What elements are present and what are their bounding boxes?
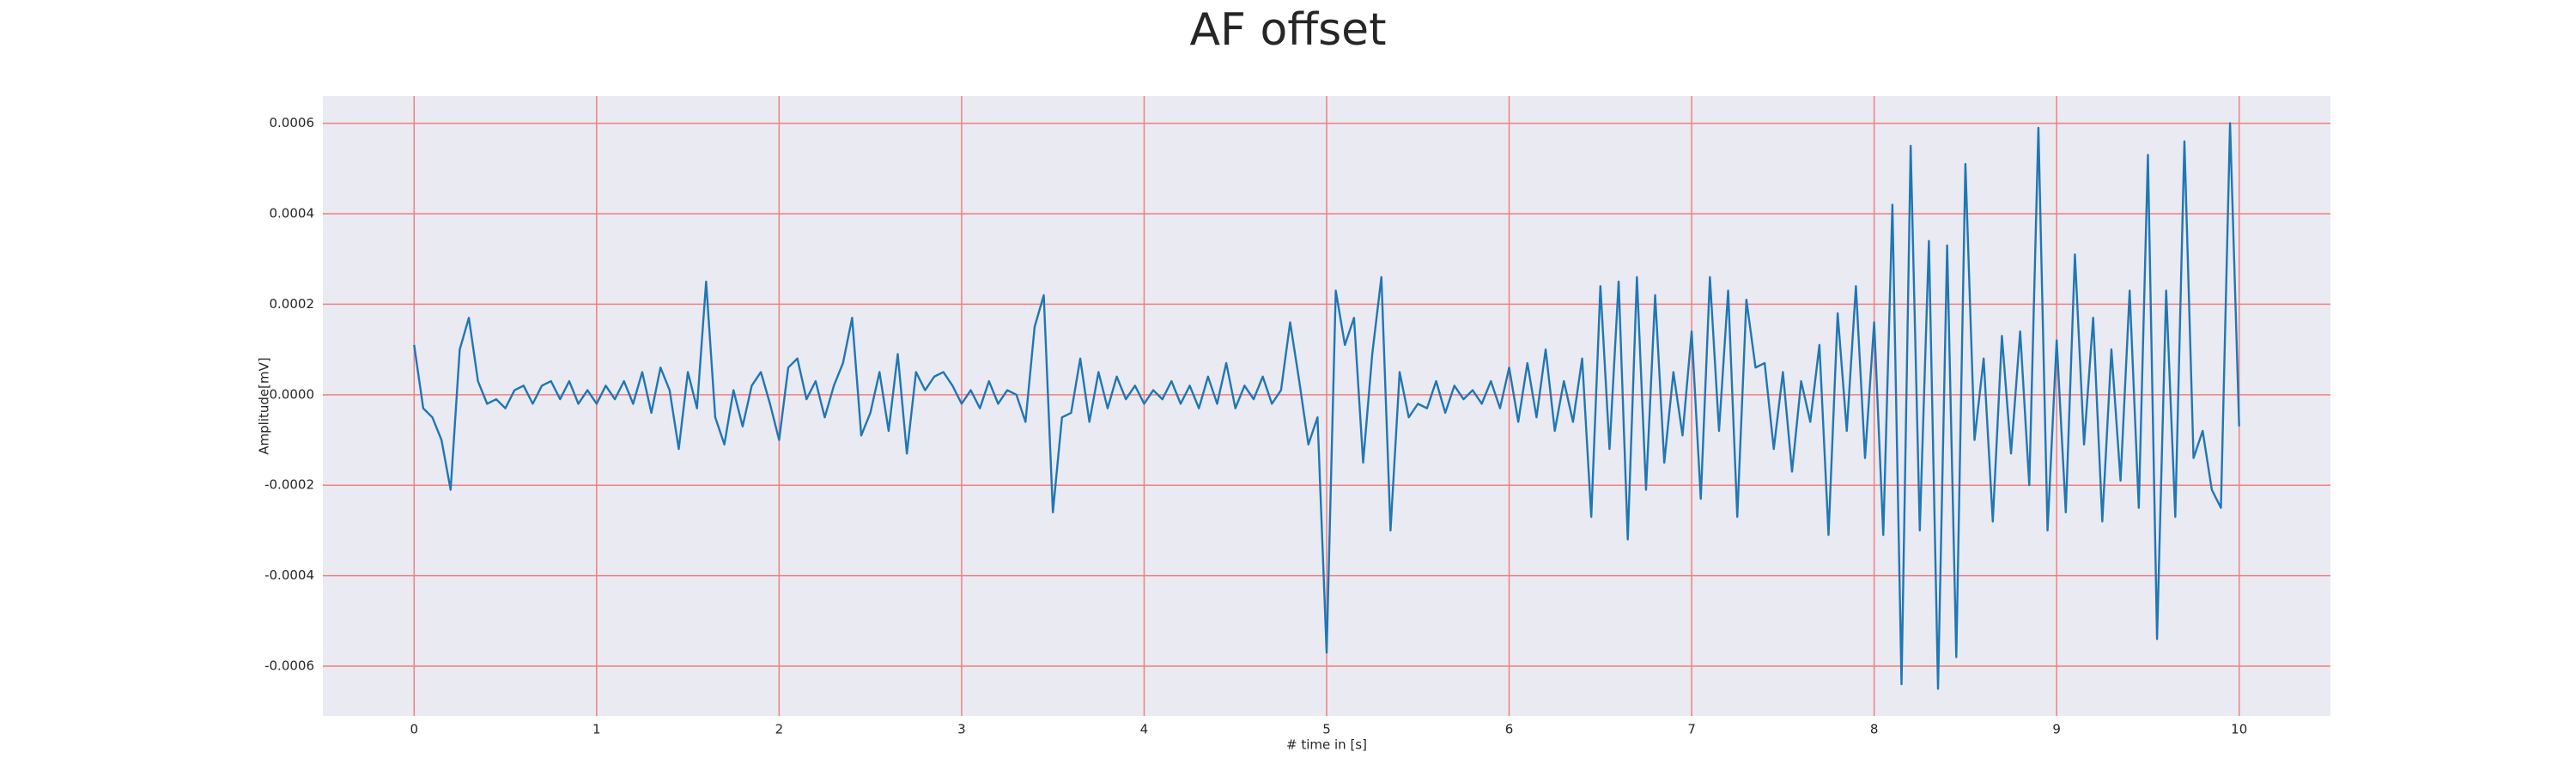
x-axis-label: # time in [s] xyxy=(1286,737,1367,753)
x-tick-label: 5 xyxy=(1322,722,1331,737)
y-axis-label: Amplitude[mV] xyxy=(257,357,272,454)
y-tick-label: 0.0000 xyxy=(270,386,315,402)
y-tick-label: -0.0002 xyxy=(264,477,314,493)
y-tick-label: 0.0004 xyxy=(270,206,315,221)
chart-title: AF offset xyxy=(1189,4,1386,56)
y-tick-label: 0.0006 xyxy=(270,115,315,130)
x-tick-label: 2 xyxy=(775,722,784,737)
x-tick-label: 6 xyxy=(1505,722,1514,737)
y-tick-label: -0.0004 xyxy=(264,567,314,583)
x-tick-label: 10 xyxy=(2231,722,2247,737)
x-tick-label: 0 xyxy=(410,722,418,737)
y-tick-label: -0.0006 xyxy=(264,658,314,674)
x-tick-label: 9 xyxy=(2052,722,2061,737)
x-tick-label: 4 xyxy=(1140,722,1149,737)
y-tick-label: 0.0002 xyxy=(270,296,315,312)
x-tick-label: 8 xyxy=(1870,722,1879,737)
data-line xyxy=(413,122,2240,690)
x-tick-label: 3 xyxy=(957,722,966,737)
x-tick-label: 7 xyxy=(1687,722,1696,737)
x-tick-label: 1 xyxy=(592,722,601,737)
